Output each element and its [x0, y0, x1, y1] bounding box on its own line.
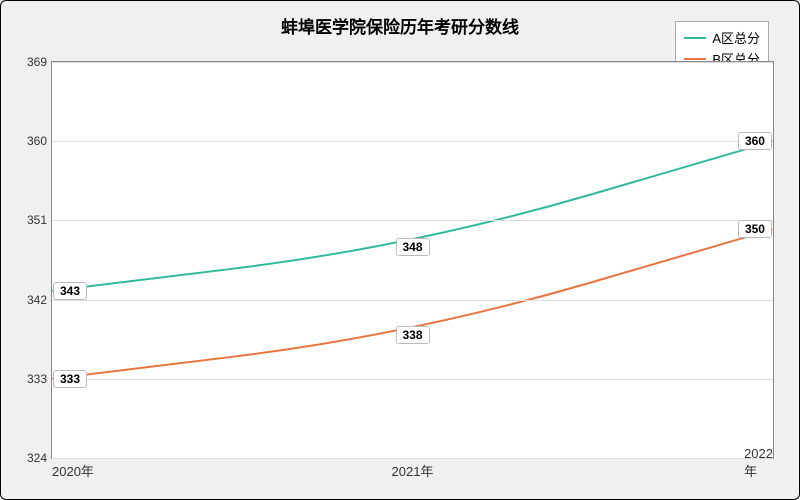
chart-container: 蚌埠医学院保险历年考研分数线 A区总分 B区总分 324333342351360… [0, 0, 800, 500]
grid-line [52, 379, 773, 380]
legend-label-a: A区总分 [712, 28, 760, 47]
data-label: 348 [395, 238, 429, 256]
y-axis-tick: 324 [12, 451, 47, 465]
data-label: 333 [53, 370, 87, 388]
grid-line [52, 141, 773, 142]
legend-item-a: A区总分 [684, 28, 760, 47]
data-label: 360 [738, 132, 772, 150]
grid-line [52, 220, 773, 221]
x-axis-tick: 2022年 [744, 446, 773, 480]
y-axis-tick: 351 [12, 213, 47, 227]
x-axis-tick: 2020年 [52, 461, 94, 480]
grid-line [52, 62, 773, 63]
grid-line [52, 458, 773, 459]
y-axis-tick: 360 [12, 134, 47, 148]
plot-area: 3243333423513603692020年2021年2022年3433483… [51, 61, 774, 459]
chart-lines [52, 62, 773, 458]
y-axis-tick: 342 [12, 293, 47, 307]
grid-line [52, 300, 773, 301]
data-label: 343 [53, 282, 87, 300]
y-axis-tick: 333 [12, 372, 47, 386]
data-label: 350 [738, 220, 772, 238]
legend-swatch-b [684, 58, 706, 60]
series-line [52, 141, 773, 291]
legend-swatch-a [684, 37, 706, 39]
y-axis-tick: 369 [12, 55, 47, 69]
data-label: 338 [395, 326, 429, 344]
x-axis-tick: 2021年 [392, 461, 434, 480]
